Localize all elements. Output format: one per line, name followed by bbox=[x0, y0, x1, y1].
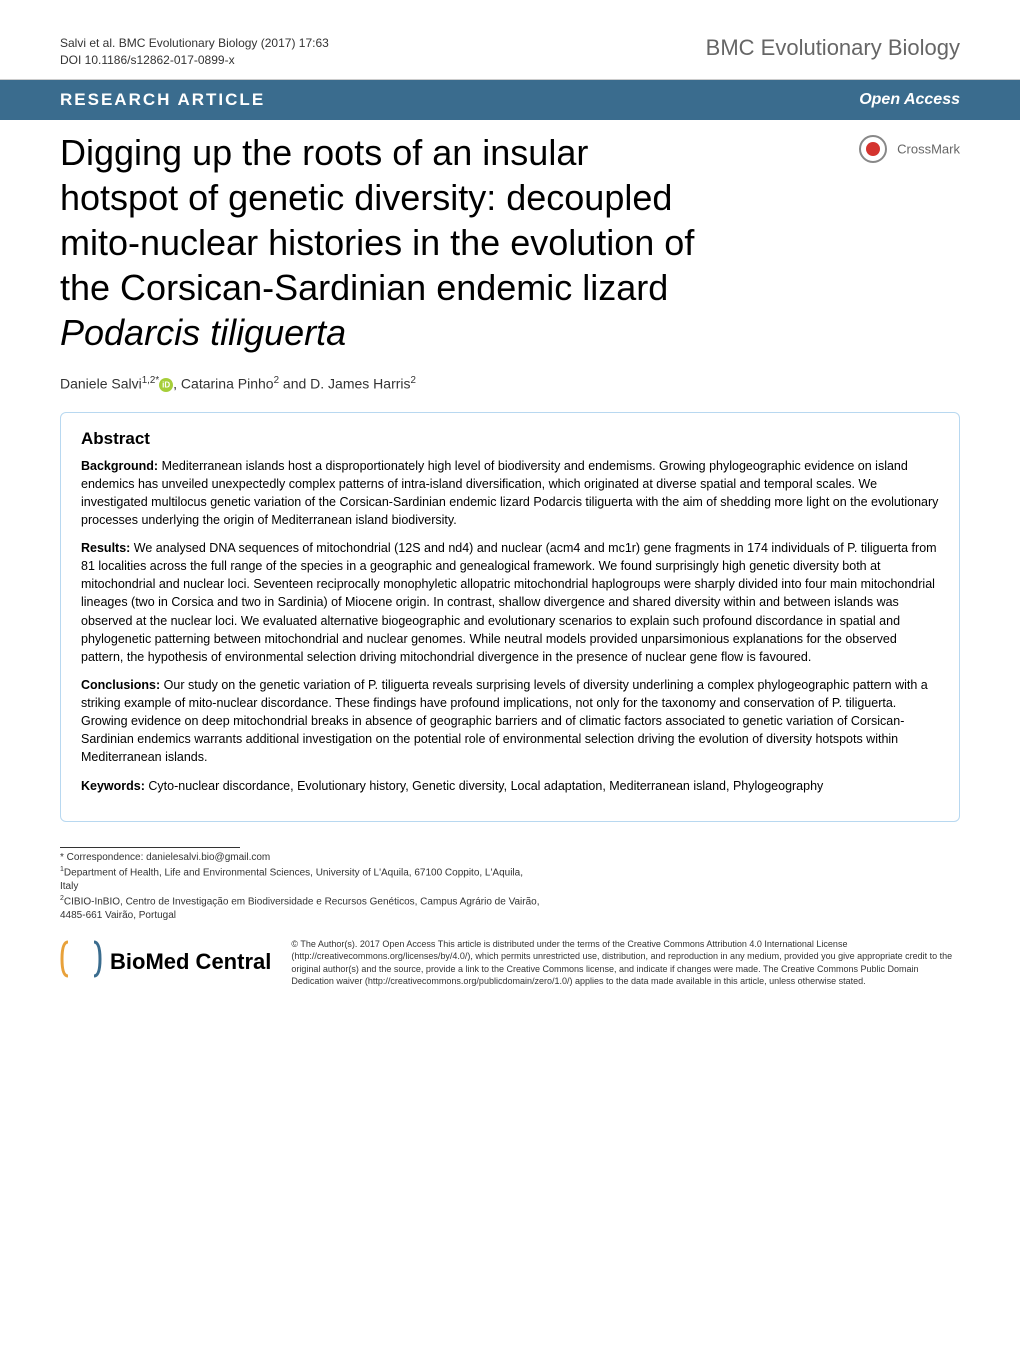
bmc-brackets-icon bbox=[60, 938, 102, 985]
orcid-icon[interactable] bbox=[159, 378, 173, 392]
abstract-conclusions-text: Our study on the genetic variation of P.… bbox=[81, 678, 928, 765]
article-type-label: RESEARCH ARTICLE bbox=[60, 90, 265, 110]
research-bar: RESEARCH ARTICLE Open Access bbox=[0, 80, 1020, 120]
abstract-results-label: Results: bbox=[81, 541, 134, 555]
biomed-central-text: BioMed Central bbox=[110, 949, 271, 975]
authors-block: Daniele Salvi1,2* , Catarina Pinho 2 and D… bbox=[0, 375, 1020, 412]
citation-line-1: Salvi et al. BMC Evolutionary Biology (2… bbox=[60, 35, 329, 52]
affiliation-1: 1Department of Health, Life and Environm… bbox=[60, 865, 540, 894]
abstract-conclusions-label: Conclusions: bbox=[81, 678, 164, 692]
article-title: Digging up the roots of an insular hotsp… bbox=[60, 130, 830, 355]
header: Salvi et al. BMC Evolutionary Biology (2… bbox=[0, 0, 1020, 80]
correspondence-email: * Correspondence: danielesalvi.bio@gmail… bbox=[60, 851, 540, 865]
footer: BioMed Central © The Author(s). 2017 Ope… bbox=[0, 923, 1020, 1017]
abstract-background: Background: Mediterranean islands host a… bbox=[81, 457, 939, 530]
crossmark-icon bbox=[859, 135, 893, 163]
abstract-background-text: Mediterranean islands host a disproporti… bbox=[81, 459, 938, 527]
author-3: and D. James Harris bbox=[279, 375, 410, 391]
citation-doi: DOI 10.1186/s12862-017-0899-x bbox=[60, 52, 329, 69]
author-1-affil: 1,2* bbox=[142, 375, 159, 386]
abstract-results: Results: We analysed DNA sequences of mi… bbox=[81, 539, 939, 666]
abstract-keywords-text: Cyto-nuclear discordance, Evolutionary h… bbox=[148, 779, 823, 793]
author-1: Daniele Salvi bbox=[60, 375, 142, 391]
citation-block: Salvi et al. BMC Evolutionary Biology (2… bbox=[60, 35, 329, 69]
title-line-4: the Corsican-Sardinian endemic lizard bbox=[60, 267, 668, 308]
open-access-label: Open Access bbox=[859, 91, 960, 109]
title-line-3: mito-nuclear histories in the evolution … bbox=[60, 222, 694, 263]
affil-1-text: Department of Health, Life and Environme… bbox=[60, 867, 523, 892]
license-text: © The Author(s). 2017 Open Access This a… bbox=[291, 938, 960, 987]
abstract-background-label: Background: bbox=[81, 459, 162, 473]
affil-2-text: CIBIO-InBIO, Centro de Investigação em B… bbox=[60, 896, 540, 921]
abstract-box: Abstract Background: Mediterranean islan… bbox=[60, 412, 960, 822]
abstract-keywords: Keywords: Cyto-nuclear discordance, Evol… bbox=[81, 777, 939, 795]
biomed-central-logo: BioMed Central bbox=[60, 938, 271, 985]
author-3-affil: 2 bbox=[411, 375, 416, 386]
affiliation-2: 2CIBIO-InBIO, Centro de Investigação em … bbox=[60, 894, 540, 923]
correspondence-block: * Correspondence: danielesalvi.bio@gmail… bbox=[60, 847, 960, 924]
crossmark-label: CrossMark bbox=[897, 141, 960, 156]
journal-name: BMC Evolutionary Biology bbox=[706, 35, 960, 61]
abstract-keywords-label: Keywords: bbox=[81, 779, 148, 793]
abstract-heading: Abstract bbox=[81, 429, 939, 449]
crossmark-badge[interactable]: CrossMark bbox=[859, 135, 960, 163]
title-species: Podarcis tiliguerta bbox=[60, 312, 346, 353]
title-line-2: hotspot of genetic diversity: decoupled bbox=[60, 177, 672, 218]
abstract-conclusions: Conclusions: Our study on the genetic va… bbox=[81, 676, 939, 767]
abstract-results-text: We analysed DNA sequences of mitochondri… bbox=[81, 541, 937, 664]
bmc-logo-label: BioMed Central bbox=[110, 949, 271, 974]
title-line-1: Digging up the roots of an insular bbox=[60, 132, 588, 173]
author-2: , Catarina Pinho bbox=[173, 375, 273, 391]
correspondence-rule bbox=[60, 847, 240, 848]
